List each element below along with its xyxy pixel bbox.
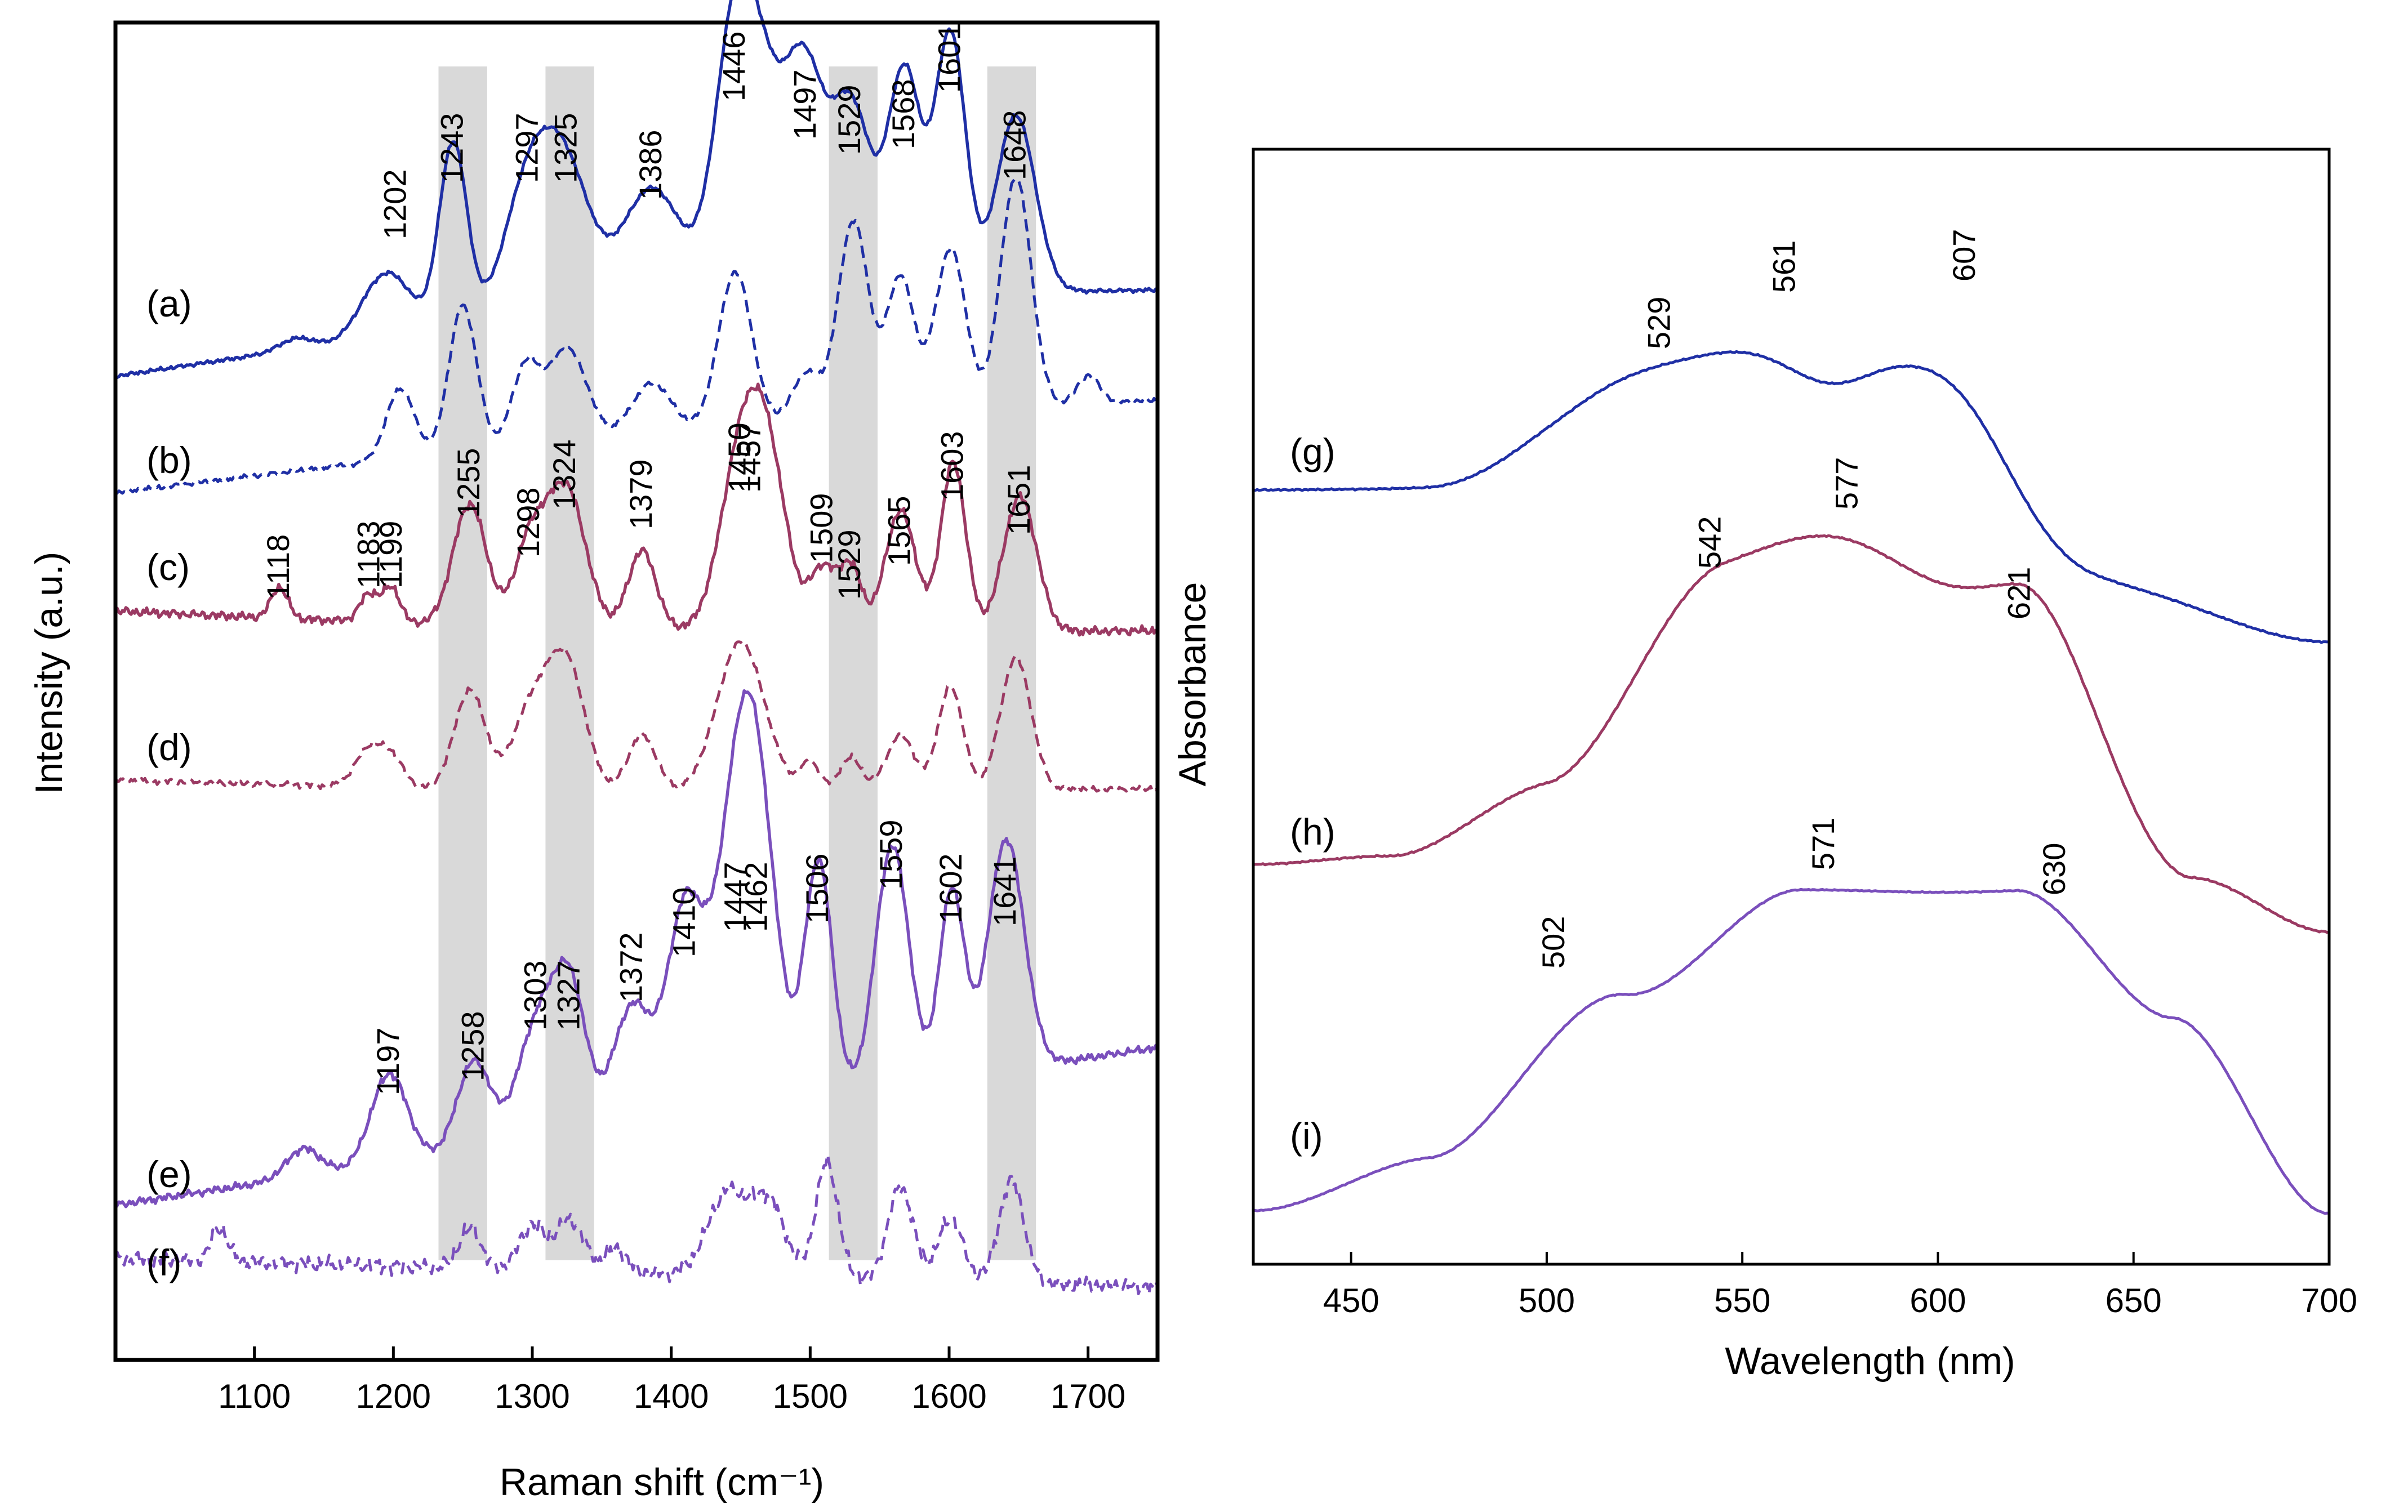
peak-label-e-1258: 1258: [455, 1011, 490, 1081]
peak-label-e-1410: 1410: [666, 887, 701, 957]
peak-label-h-542: 542: [1692, 516, 1728, 569]
absorbance-x-tick-label: 500: [1519, 1282, 1575, 1319]
absorbance-plot-frame: [1252, 148, 2331, 1266]
spectra-traces: [114, 0, 2330, 1296]
absorbance-x-axis-title: Wavelength (nm): [1725, 1340, 2015, 1382]
trace-label-b: (b): [146, 439, 192, 481]
peak-label-e-1602: 1602: [933, 853, 968, 924]
absorbance-y-axis-title: Absorbance: [1171, 582, 1214, 787]
peak-label-h-621: 621: [2001, 567, 2036, 619]
raman-trace-d: [114, 640, 1159, 794]
absorbance-x-tick-label: 700: [2301, 1282, 2357, 1319]
trace-label-e: (e): [146, 1153, 192, 1195]
absorbance-trace-h: [1253, 534, 2330, 934]
peak-label-c-1183: 1183: [350, 521, 386, 588]
highlight-band-2: [545, 66, 594, 1260]
peak-label-c-1565: 1565: [882, 496, 917, 566]
trace-label-a: (a): [146, 283, 192, 324]
absorbance-x-tick-label: 600: [1910, 1282, 1966, 1319]
peak-label-a-1325: 1325: [548, 113, 584, 183]
peak-label-e-1447: 1447: [718, 862, 753, 932]
peak-label-e-1462: 1462: [738, 862, 774, 932]
peak-label-c-1199: 1199: [373, 521, 408, 588]
raman-x-tick-label: 1300: [495, 1377, 569, 1415]
trace-label-g: (g): [1290, 431, 1336, 472]
peak-label-i-571: 571: [1805, 818, 1841, 870]
peak-label-c-1324: 1324: [546, 439, 582, 510]
peak-label-i-502: 502: [1535, 916, 1571, 969]
raman-x-tick-label: 1100: [218, 1377, 291, 1415]
peak-label-c-1651: 1651: [1001, 465, 1036, 535]
highlight-band-3: [829, 66, 878, 1260]
peak-label-c-1298: 1298: [510, 487, 546, 557]
peak-label-c-1379: 1379: [623, 459, 658, 529]
trace-label-d: (d): [146, 726, 192, 768]
peak-label-c-1450: 1450: [722, 422, 757, 493]
raman-trace-c: [114, 382, 1159, 637]
trace-label-i: (i): [1290, 1115, 1323, 1157]
peak-label-a-1648: 1648: [996, 110, 1032, 180]
peak-label-e-1506: 1506: [799, 853, 835, 924]
raman-trace-f: [114, 1153, 1159, 1296]
raman-y-axis-title: Intensity (a.u.): [28, 552, 70, 795]
raman-x-tick-label: 1700: [1051, 1377, 1125, 1415]
trace-label-f: (f): [146, 1242, 181, 1283]
peak-label-a-1243: 1243: [434, 113, 469, 183]
absorbance-trace-i: [1253, 887, 2330, 1215]
peak-label-a-1497: 1497: [787, 69, 822, 140]
peak-label-a-1446: 1446: [716, 31, 751, 101]
peak-label-c-1118: 1118: [260, 534, 296, 600]
peak-label-c-1255: 1255: [451, 448, 486, 518]
peak-label-a-1386: 1386: [633, 130, 668, 200]
peak-label-c-1509: 1509: [804, 493, 839, 563]
highlight-bands: [438, 66, 1036, 1260]
absorbance-x-tick-label: 550: [1714, 1282, 1770, 1319]
peak-label-c-1457: 1457: [731, 422, 767, 493]
peak-label-i-630: 630: [2036, 843, 2072, 895]
raman-trace-b: [114, 177, 1159, 496]
peak-label-e-1327: 1327: [551, 960, 586, 1031]
peak-label-e-1303: 1303: [517, 960, 553, 1031]
peak-label-a-1568: 1568: [885, 79, 921, 149]
axes: Raman shift (cm⁻¹) Intensity (a.u.) Wave…: [28, 20, 2331, 1504]
peak-label-h-577: 577: [1829, 457, 1864, 510]
peak-label-a-1202: 1202: [377, 169, 412, 239]
absorbance-x-tick-label: 450: [1323, 1282, 1379, 1319]
peak-label-a-1601: 1601: [931, 23, 967, 93]
trace-label-h: (h): [1290, 811, 1336, 853]
raman-plot-frame: [113, 20, 1160, 1362]
trace-label-c: (c): [146, 546, 190, 588]
peak-label-c-1603: 1603: [934, 431, 969, 501]
peak-label-g-607: 607: [1946, 229, 1982, 282]
raman-x-tick-label: 1400: [634, 1377, 709, 1415]
raman-x-tick-label: 1500: [773, 1377, 848, 1415]
peak-label-g-529: 529: [1641, 297, 1676, 349]
peak-label-e-1559: 1559: [873, 819, 909, 890]
raman-x-axis-title: Raman shift (cm⁻¹): [500, 1461, 824, 1504]
peak-label-e-1197: 1197: [370, 1028, 406, 1095]
peak-label-a-1297: 1297: [509, 113, 545, 183]
peak-label-e-1641: 1641: [987, 856, 1022, 926]
raman-x-tick-label: 1600: [911, 1377, 986, 1415]
raman-x-tick-label: 1200: [356, 1377, 431, 1415]
absorbance-trace-g: [1253, 350, 2330, 644]
absorbance-x-tick-label: 650: [2106, 1282, 2162, 1319]
peak-label-a-1529: 1529: [831, 84, 867, 155]
peak-label-c-1529: 1529: [831, 529, 867, 600]
ticks: 1100 1200 1300 1400 1500 1600 1700 450 500 550 600…: [218, 1252, 2357, 1415]
raman-trace-e: [114, 689, 1159, 1209]
peak-label-e-1372: 1372: [613, 932, 649, 1002]
raman-trace-a: [114, 0, 1159, 380]
peak-label-g-561: 561: [1766, 240, 1802, 293]
